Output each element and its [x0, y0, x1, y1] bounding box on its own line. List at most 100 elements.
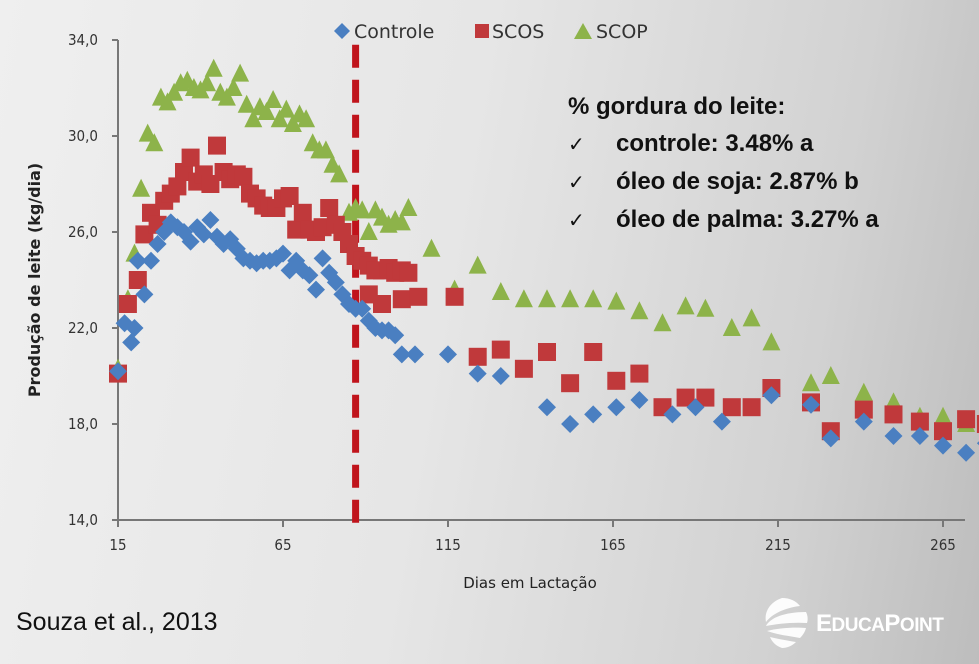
data-point-square	[118, 295, 137, 313]
data-point-diamond	[135, 285, 154, 304]
data-point-square	[742, 398, 761, 417]
data-point-diamond	[353, 299, 372, 318]
y-tick-label: 22,0	[68, 319, 98, 337]
data-point-diamond	[313, 249, 332, 268]
data-point-square	[722, 398, 741, 417]
data-point-triangle	[934, 406, 952, 425]
x-tick-label: 215	[765, 536, 791, 554]
data-point-triangle	[630, 301, 649, 320]
x-axis-title: Dias em Lactação	[463, 574, 597, 592]
data-point-triangle	[323, 154, 342, 173]
data-point-diamond	[854, 412, 873, 431]
data-point-diamond	[386, 326, 405, 345]
x-tick-label: 15	[109, 536, 126, 554]
data-point-diamond	[142, 251, 160, 270]
data-point-triangle	[676, 296, 695, 315]
annotation-item: ✓ controle: 3.48% a	[568, 125, 879, 163]
y-tick-label: 26,0	[68, 223, 98, 241]
data-point-triangle	[297, 109, 316, 128]
data-point-diamond	[491, 367, 510, 385]
data-point-diamond	[201, 211, 220, 229]
data-point-triangle	[158, 92, 177, 111]
data-point-triangle	[422, 238, 441, 257]
data-point-square	[561, 374, 580, 393]
checkmark-icon: ✓	[568, 132, 585, 156]
data-point-diamond	[957, 443, 976, 462]
data-point-square	[128, 271, 147, 289]
data-point-diamond	[712, 412, 731, 431]
data-point-square	[884, 405, 903, 424]
data-point-square	[373, 295, 391, 313]
data-point-triangle	[257, 102, 276, 120]
data-point-triangle	[132, 178, 151, 197]
logo-letter: P	[884, 610, 900, 637]
logo-letters: DUCA	[831, 615, 885, 636]
data-point-square	[445, 287, 464, 306]
data-point-triangle	[854, 382, 873, 401]
logo-text: EDUCAPOINT	[816, 610, 944, 638]
data-point-diamond	[128, 251, 147, 270]
data-point-triangle	[244, 109, 263, 128]
data-point-diamond	[663, 405, 682, 424]
data-point-diamond	[406, 345, 424, 364]
data-point-triangle	[821, 366, 840, 384]
data-point-square	[491, 340, 510, 359]
data-point-triangle	[237, 94, 256, 113]
data-point-diamond	[910, 427, 929, 445]
data-point-triangle	[270, 109, 289, 128]
data-point-triangle	[224, 78, 243, 96]
y-tick-label: 34,0	[68, 31, 98, 49]
data-point-triangle	[584, 289, 603, 308]
legend-label: SCOP	[596, 21, 648, 43]
data-point-square	[957, 410, 976, 429]
data-point-triangle	[353, 200, 372, 219]
data-point-triangle	[722, 318, 741, 336]
data-point-square	[584, 343, 603, 361]
data-point-triangle	[145, 133, 164, 152]
data-point-triangle	[399, 198, 418, 216]
legend-item-scop: SCOP	[574, 21, 648, 43]
data-point-diamond	[194, 225, 213, 244]
series-scos	[109, 136, 979, 441]
x-tick-label: 265	[930, 536, 956, 554]
x-tick-label: 115	[435, 536, 461, 554]
data-point-triangle	[165, 82, 184, 101]
legend-label: SCOS	[492, 21, 544, 43]
data-point-diamond	[468, 364, 487, 383]
data-point-square	[607, 371, 626, 390]
data-point-square	[208, 136, 226, 155]
data-point-square	[538, 343, 556, 361]
citation: Souza et al., 2013	[16, 608, 218, 636]
annotation-title: % gordura do leite:	[568, 93, 786, 120]
fat-percentage-annotation: % gordura do leite: ✓ controle: 3.48% a …	[568, 88, 879, 239]
data-point-triangle	[653, 313, 672, 332]
data-point-diamond	[538, 398, 556, 417]
data-point-diamond	[125, 319, 144, 337]
annotation-item-text: óleo de soja: 2.87% b	[616, 168, 859, 195]
series-controle	[109, 211, 979, 462]
data-point-square	[934, 422, 952, 441]
legend-item-scos: SCOS	[475, 21, 544, 43]
data-point-diamond	[122, 333, 141, 352]
data-point-triangle	[491, 282, 510, 300]
data-point-square	[630, 364, 649, 383]
data-point-triangle	[359, 222, 378, 240]
data-point-triangle	[742, 308, 761, 327]
data-point-triangle	[283, 114, 302, 132]
data-point-triangle	[538, 289, 556, 308]
data-point-triangle	[231, 63, 250, 82]
data-point-square	[280, 187, 299, 205]
legend-label: Controle	[354, 21, 434, 43]
data-point-diamond	[884, 427, 903, 445]
data-point-square	[181, 148, 200, 167]
axes: 14,0 18,0 22,0 26,0 30,0 34,0 15 65 115 165 215 265	[68, 31, 965, 554]
y-axis-title: Produção de leite (kg/dia)	[25, 163, 44, 397]
data-point-square	[392, 290, 411, 309]
x-tick-label: 165	[600, 536, 626, 554]
data-point-triangle	[198, 73, 217, 92]
data-point-diamond	[630, 391, 649, 409]
data-point-square	[234, 167, 253, 186]
data-point-diamond	[802, 395, 820, 414]
data-point-triangle	[762, 332, 781, 351]
data-point-diamond	[762, 386, 781, 405]
